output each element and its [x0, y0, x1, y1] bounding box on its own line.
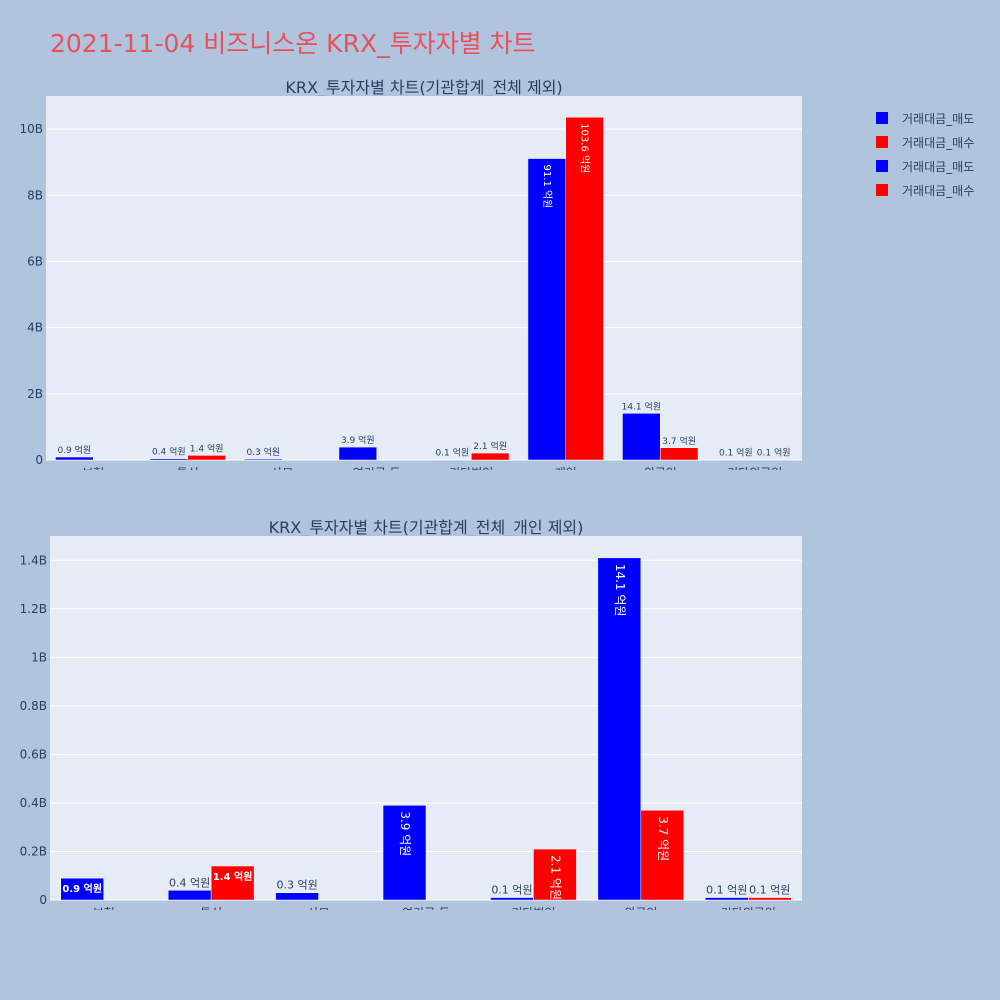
bar — [490, 897, 534, 901]
y-tick-label: 0 — [35, 453, 43, 467]
y-tick-label: 0.6B — [20, 747, 47, 761]
data-label: 0.9 억원 — [62, 882, 102, 895]
x-tick-label: 투신 — [200, 906, 222, 910]
bar — [338, 446, 378, 461]
data-label: 0.1 억원 — [435, 447, 469, 459]
x-tick-label: 사모 — [308, 906, 330, 910]
y-tick-label: 1.2B — [20, 602, 47, 616]
data-label: 0.4 억원 — [169, 876, 210, 889]
bar — [60, 877, 104, 901]
bar — [433, 459, 472, 461]
data-label: 3.7 억원 — [662, 435, 696, 447]
legend-item[interactable]: 거래대금_매수 — [876, 130, 974, 154]
x-tick-label: 기타법인 — [449, 466, 493, 470]
bar — [716, 459, 756, 461]
x-tick-label: 기타외국인 — [727, 466, 782, 470]
bar — [565, 116, 604, 461]
data-label: 0.1 억원 — [757, 447, 791, 459]
bar — [382, 805, 427, 901]
x-tick-label: 사모 — [271, 466, 293, 470]
bar — [55, 456, 94, 461]
legend-swatch — [876, 160, 888, 172]
data-label: 3.7 억원 — [656, 816, 670, 861]
data-label: 0.1 억원 — [491, 884, 532, 897]
legend-swatch — [876, 136, 888, 148]
x-tick-label: 연기금 등 — [353, 466, 401, 470]
x-tick-label: 보험 — [82, 466, 104, 470]
y-tick-label: 2B — [27, 387, 43, 401]
y-tick-label: 1B — [31, 650, 47, 664]
bar — [754, 459, 793, 461]
x-tick-label: 연기금 등 — [402, 906, 450, 910]
bar — [210, 865, 255, 901]
data-label: 91.1 억원 — [541, 165, 553, 209]
x-tick-label: 외국인 — [624, 906, 657, 910]
y-tick-label: 0 — [39, 893, 47, 907]
data-label: 0.4 억원 — [152, 446, 186, 458]
bar — [471, 452, 510, 461]
x-tick-label: 기타법인 — [511, 906, 555, 910]
data-label: 0.1 억원 — [706, 884, 747, 897]
x-tick-label: 개인 — [555, 466, 577, 470]
data-label: 2.1 억원 — [473, 440, 507, 452]
x-tick-label: 외국인 — [644, 466, 677, 470]
x-tick-label: 기타외국인 — [721, 906, 776, 910]
chart-title: KRX_투자자별 차트(기관합계_전체 제외) — [285, 78, 562, 98]
legend-item[interactable]: 거래대금_매도 — [876, 106, 974, 130]
page-title: 2021-11-04 비즈니스온 KRX_투자자별 차트 — [50, 29, 536, 58]
y-tick-label: 10B — [19, 122, 43, 136]
bar — [705, 897, 749, 901]
y-tick-label: 1.4B — [20, 553, 47, 567]
bar — [527, 158, 567, 461]
y-tick-label: 0.2B — [20, 844, 47, 858]
y-tick-label: 4B — [27, 321, 43, 335]
chart-2: KRX_투자자별 차트(기관합계_전체_개인 제외) 0 0.2B 0.4B 0.6B 0… — [20, 518, 802, 910]
y-tick-label: 6B — [27, 254, 43, 268]
bar — [597, 557, 642, 901]
data-label: 1.4 억원 — [190, 442, 224, 454]
data-label: 14.1 억원 — [613, 564, 627, 617]
legend-label: 거래대금_매수 — [902, 183, 975, 198]
legend: 거래대금_매도 거래대금_매수 거래대금_매도 거래대금_매수 — [876, 106, 974, 202]
data-label: 14.1 억원 — [622, 400, 661, 412]
bar — [622, 413, 661, 461]
plot-area — [46, 96, 802, 460]
y-tick-label: 8B — [27, 188, 43, 202]
data-label: 0.3 억원 — [276, 879, 317, 892]
bar — [533, 848, 577, 901]
data-label: 3.9 억원 — [341, 434, 375, 446]
y-tick-label: 0.4B — [20, 796, 47, 810]
data-label: 103.6 억원 — [579, 123, 591, 173]
data-label: 1.4 억원 — [213, 870, 253, 883]
legend-item[interactable]: 거래대금_매수 — [876, 178, 974, 202]
legend-item[interactable]: 거래대금_매도 — [876, 154, 974, 178]
legend-label: 거래대금_매도 — [902, 111, 975, 126]
bar — [275, 892, 319, 901]
legend-label: 거래대금_매도 — [902, 159, 975, 174]
legend-label: 거래대금_매수 — [902, 135, 975, 150]
x-tick-label: 투신 — [177, 466, 199, 470]
bar — [660, 447, 699, 461]
bar — [748, 897, 792, 901]
x-tick-label: 보험 — [93, 906, 115, 910]
legend-swatch — [876, 112, 888, 124]
data-label: 0.1 억원 — [719, 447, 753, 459]
bar — [244, 458, 283, 461]
data-label: 0.9 억원 — [57, 444, 91, 456]
y-tick-label: 0.8B — [20, 699, 47, 713]
bar — [167, 890, 212, 901]
bar — [187, 455, 226, 461]
legend-swatch — [876, 184, 888, 196]
data-label: 0.1 억원 — [749, 884, 790, 897]
bar — [149, 458, 188, 461]
bar — [640, 809, 685, 901]
data-label: 0.3 억원 — [246, 446, 280, 458]
chart-title: KRX_투자자별 차트(기관합계_전체_개인 제외) — [269, 518, 584, 538]
chart-1: KRX_투자자별 차트(기관합계_전체 제외) 0 2B 4B 6B 8B 10B 보험 0.9… — [19, 78, 802, 470]
data-label: 3.9 억원 — [398, 811, 412, 856]
data-label: 2.1 억원 — [548, 855, 562, 900]
